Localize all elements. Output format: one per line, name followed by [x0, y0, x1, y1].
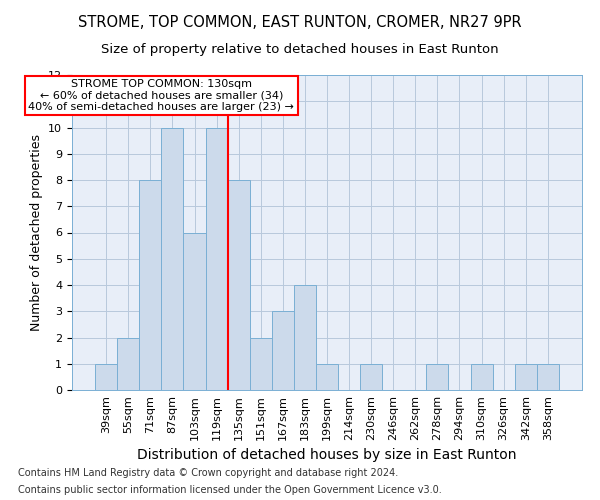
Y-axis label: Number of detached properties: Number of detached properties — [29, 134, 43, 331]
Bar — [184, 232, 206, 390]
Bar — [206, 128, 227, 390]
Text: STROME, TOP COMMON, EAST RUNTON, CROMER, NR27 9PR: STROME, TOP COMMON, EAST RUNTON, CROMER,… — [78, 15, 522, 30]
Bar — [250, 338, 272, 390]
Text: Contains HM Land Registry data © Crown copyright and database right 2024.: Contains HM Land Registry data © Crown c… — [18, 468, 398, 477]
Bar — [316, 364, 338, 390]
Bar — [95, 364, 117, 390]
Bar — [117, 338, 139, 390]
Bar — [161, 128, 184, 390]
Bar — [537, 364, 559, 390]
Bar — [515, 364, 537, 390]
Bar — [294, 285, 316, 390]
Bar — [272, 311, 294, 390]
Bar — [427, 364, 448, 390]
X-axis label: Distribution of detached houses by size in East Runton: Distribution of detached houses by size … — [137, 448, 517, 462]
Bar — [360, 364, 382, 390]
Text: Size of property relative to detached houses in East Runton: Size of property relative to detached ho… — [101, 42, 499, 56]
Bar — [139, 180, 161, 390]
Bar — [227, 180, 250, 390]
Text: STROME TOP COMMON: 130sqm
← 60% of detached houses are smaller (34)
40% of semi-: STROME TOP COMMON: 130sqm ← 60% of detac… — [28, 79, 295, 112]
Bar — [470, 364, 493, 390]
Text: Contains public sector information licensed under the Open Government Licence v3: Contains public sector information licen… — [18, 485, 442, 495]
